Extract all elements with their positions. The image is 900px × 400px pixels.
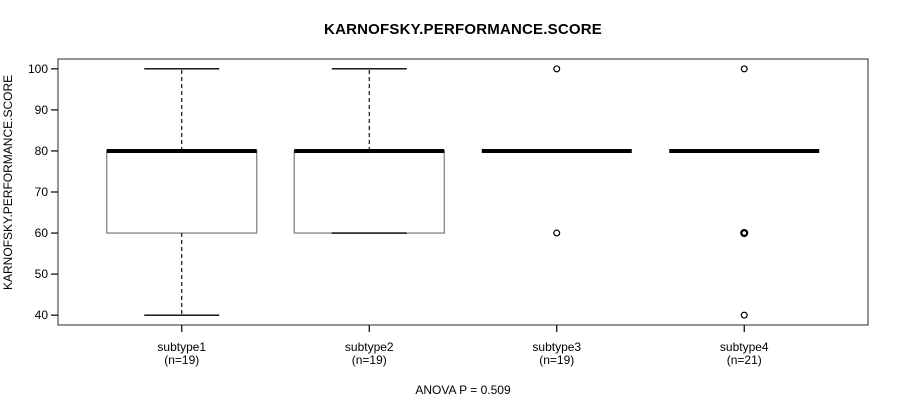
outlier-point — [740, 65, 748, 73]
y-tick-label: 60 — [35, 226, 49, 240]
category-sublabel: (n=19) — [164, 353, 199, 367]
category-sublabel: (n=19) — [352, 353, 387, 367]
anova-p-annotation: ANOVA P = 0.509 — [415, 383, 511, 397]
y-tick-label: 90 — [35, 103, 49, 117]
y-tick-label: 100 — [28, 62, 48, 76]
category-label: subtype3 — [532, 340, 581, 354]
box-rect — [293, 150, 445, 234]
outlier-point — [553, 65, 561, 73]
outlier-point — [740, 311, 748, 319]
y-tick-label: 40 — [35, 308, 49, 322]
category-label: subtype1 — [157, 340, 206, 354]
category-sublabel: (n=19) — [539, 353, 574, 367]
category-label: subtype4 — [720, 340, 769, 354]
y-tick-label: 70 — [35, 185, 49, 199]
y-tick-label: 50 — [35, 267, 49, 281]
box-rect — [106, 150, 258, 234]
category-sublabel: (n=21) — [727, 353, 762, 367]
outlier-point — [740, 228, 749, 238]
y-tick-label: 80 — [35, 144, 49, 158]
outlier-point — [553, 229, 561, 237]
chart-title: KARNOFSKY.PERFORMANCE.SCORE — [324, 21, 602, 38]
plot-border — [57, 58, 869, 326]
category-label: subtype2 — [345, 340, 394, 354]
